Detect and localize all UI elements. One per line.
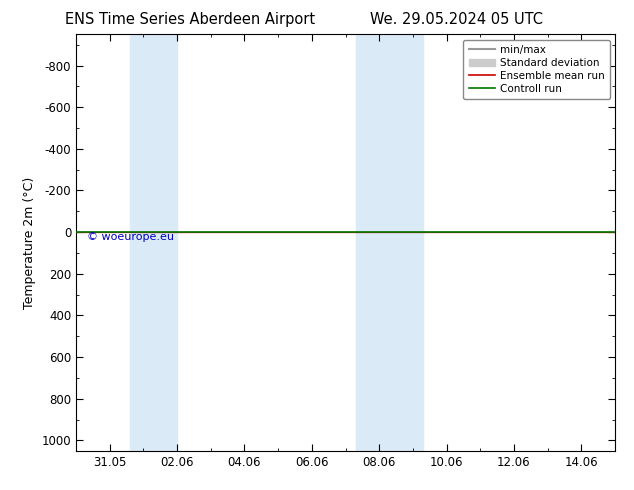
Bar (130, 34, 177, 451)
Text: We. 29.05.2024 05 UTC: We. 29.05.2024 05 UTC (370, 12, 543, 27)
Bar (356, 34, 423, 451)
Text: ENS Time Series Aberdeen Airport: ENS Time Series Aberdeen Airport (65, 12, 315, 27)
Legend: min/max, Standard deviation, Ensemble mean run, Controll run: min/max, Standard deviation, Ensemble me… (463, 40, 610, 99)
Text: © woeurope.eu: © woeurope.eu (87, 232, 174, 242)
Y-axis label: Temperature 2m (°C): Temperature 2m (°C) (23, 176, 36, 309)
